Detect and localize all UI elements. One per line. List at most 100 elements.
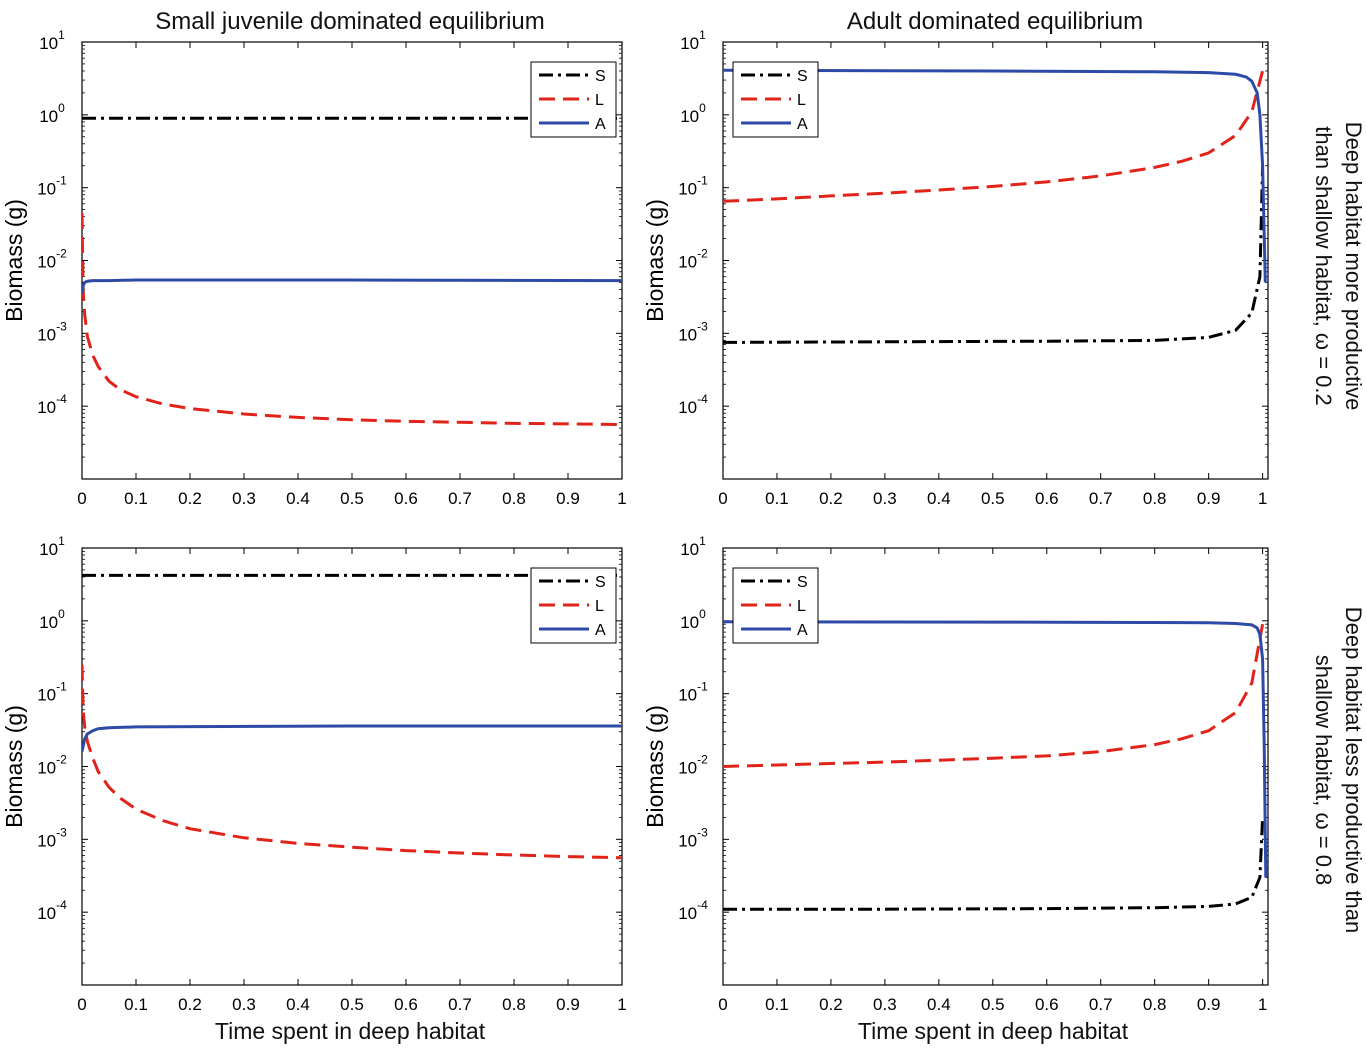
x-axis-label-right: Time spent in deep habitat — [857, 1018, 1129, 1044]
x-tick-label: 0.2 — [819, 995, 843, 1014]
series-A-line — [82, 278, 622, 294]
y-tick-label: 10-1 — [37, 174, 67, 199]
x-tick-label: 0.1 — [124, 995, 148, 1014]
y-tick-label: 10-3 — [678, 319, 708, 344]
y-axis-label: Biomass (g) — [1, 199, 27, 322]
x-tick-label: 0.7 — [448, 995, 472, 1014]
y-tick-label: 10-3 — [37, 825, 67, 850]
legend-label-S: S — [797, 574, 808, 591]
legend-label-A: A — [797, 116, 808, 133]
y-tick-label: 10-2 — [678, 753, 708, 778]
y-tick-label: 101 — [39, 28, 65, 53]
y-tick-label: 10-4 — [678, 392, 708, 417]
x-tick-label: 1 — [1258, 489, 1267, 508]
x-tick-label: 0.1 — [765, 995, 789, 1014]
legend-label-L: L — [797, 92, 806, 109]
x-tick-label: 1 — [617, 995, 626, 1014]
y-tick-label: 10-2 — [678, 247, 708, 272]
series-L-line — [82, 664, 622, 860]
panel-bottom-left: 0 0.1 0.2 0.3 0.4 0.5 0.6 0.7 0.8 0.9 1 101 100 10-1 1… — [1, 534, 627, 1014]
x-tick-label: 0.3 — [873, 489, 897, 508]
y-tick-label: 10-3 — [37, 319, 67, 344]
x-tick-label: 0.7 — [1089, 489, 1113, 508]
legend: SLA — [732, 61, 819, 138]
x-tick-label: 0 — [77, 489, 86, 508]
x-tick-label: 0.7 — [1089, 995, 1113, 1014]
x-tick-label: 0.5 — [981, 489, 1005, 508]
y-tick-label: 10-2 — [37, 247, 67, 272]
x-axis-label-left: Time spent in deep habitat — [214, 1018, 486, 1044]
x-tick-label: 0.2 — [178, 489, 202, 508]
y-tick-label: 100 — [680, 101, 706, 126]
y-tick-label: 101 — [39, 534, 65, 559]
series-L-line — [82, 212, 622, 426]
legend-label-A: A — [595, 116, 606, 133]
series-S-line — [723, 817, 1265, 911]
x-tick-label: 0.6 — [1035, 995, 1059, 1014]
legend-label-A: A — [595, 622, 606, 639]
x-tick-label: 0 — [77, 995, 86, 1014]
x-tick-label: 0.8 — [1143, 489, 1167, 508]
x-tick-label: 0.4 — [286, 995, 310, 1014]
y-tick-label: 10-4 — [37, 392, 67, 417]
x-tick-label: 0.9 — [1197, 995, 1221, 1014]
panel-bottom-right: 0 0.1 0.2 0.3 0.4 0.5 0.6 0.7 0.8 0.9 1 101 100 10-1 1… — [642, 534, 1269, 1014]
legend-label-L: L — [797, 598, 806, 615]
x-tick-label: 0.5 — [340, 995, 364, 1014]
x-tick-label: 0.3 — [873, 995, 897, 1014]
x-tick-label: 0.5 — [340, 489, 364, 508]
series-A-line — [723, 68, 1267, 283]
x-tick-label: 0.4 — [927, 995, 951, 1014]
y-tick-label: 10-4 — [678, 898, 708, 923]
x-tick-label: 1 — [617, 489, 626, 508]
legend-label-S: S — [595, 68, 606, 85]
legend: SLA — [530, 61, 617, 138]
x-tick-label: 1 — [1258, 995, 1267, 1014]
x-tick-label: 0.8 — [1143, 995, 1167, 1014]
y-tick-label: 10-1 — [37, 680, 67, 705]
y-axis-label: Biomass (g) — [1, 705, 27, 828]
x-tick-label: 0.2 — [819, 489, 843, 508]
y-tick-label: 100 — [39, 101, 65, 126]
x-tick-label: 0 — [718, 489, 727, 508]
x-tick-label: 0.6 — [394, 489, 418, 508]
legend-label-L: L — [595, 92, 604, 109]
series-A-line — [82, 724, 622, 752]
y-tick-label: 10-1 — [678, 680, 708, 705]
y-tick-label: 10-2 — [37, 753, 67, 778]
x-tick-label: 0.6 — [394, 995, 418, 1014]
x-tick-label: 0.5 — [981, 995, 1005, 1014]
x-tick-label: 0.1 — [124, 489, 148, 508]
x-tick-label: 0.1 — [765, 489, 789, 508]
y-tick-label: 10-4 — [37, 898, 67, 923]
x-tick-label: 0.7 — [448, 489, 472, 508]
x-tick-label: 0.3 — [232, 995, 256, 1014]
panel-top-left: 0 0.1 0.2 0.3 0.4 0.5 0.6 0.7 0.8 0.9 1 101 100 10-1 1… — [1, 28, 627, 508]
y-tick-label: 101 — [680, 534, 706, 559]
legend-label-S: S — [595, 574, 606, 591]
y-tick-label: 101 — [680, 28, 706, 53]
x-tick-label: 0.9 — [556, 489, 580, 508]
x-tick-label: 0.8 — [502, 489, 526, 508]
y-tick-label: 100 — [39, 607, 65, 632]
legend: SLA — [732, 567, 819, 644]
x-tick-label: 0.9 — [1197, 489, 1221, 508]
series-L-line — [723, 623, 1265, 768]
x-tick-label: 0.3 — [232, 489, 256, 508]
legend: SLA — [530, 567, 617, 644]
x-tick-label: 0.9 — [556, 995, 580, 1014]
series-L-line — [723, 70, 1265, 203]
legend-label-S: S — [797, 68, 808, 85]
x-tick-label: 0.4 — [927, 489, 951, 508]
x-tick-label: 0.4 — [286, 489, 310, 508]
panel-top-right: 0 0.1 0.2 0.3 0.4 0.5 0.6 0.7 0.8 0.9 1 101 100 10-1 1… — [642, 28, 1269, 508]
y-tick-label: 10-3 — [678, 825, 708, 850]
column-title-adult: Adult dominated equilibrium — [846, 8, 1144, 35]
legend-label-A: A — [797, 622, 808, 639]
x-tick-label: 0.8 — [502, 995, 526, 1014]
y-axis-label: Biomass (g) — [642, 705, 668, 828]
y-tick-label: 100 — [680, 607, 706, 632]
x-tick-label: 0 — [718, 995, 727, 1014]
y-tick-label: 10-1 — [678, 174, 708, 199]
